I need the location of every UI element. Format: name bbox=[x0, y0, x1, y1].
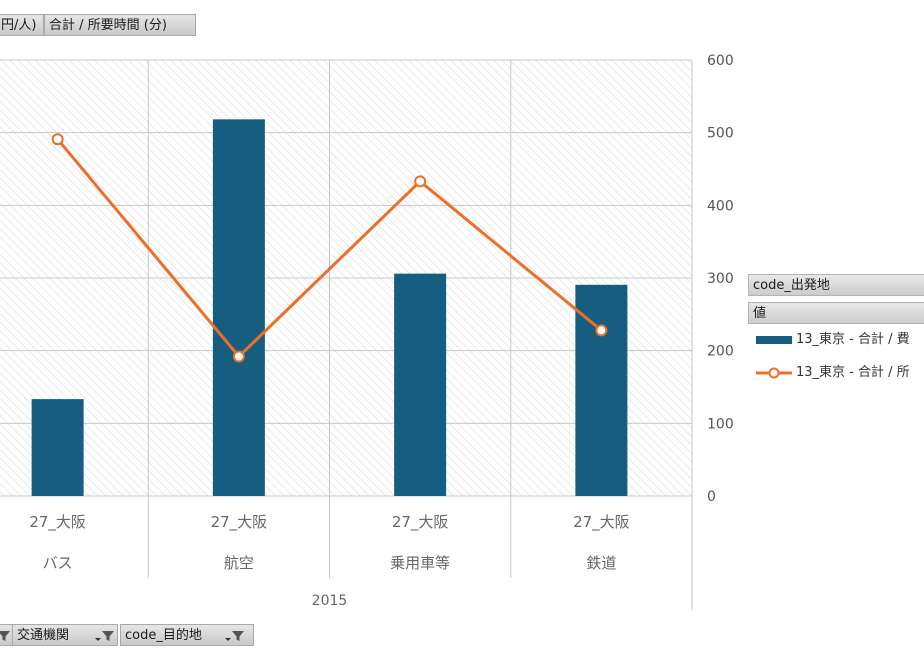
dropdown-filter-icon[interactable] bbox=[95, 629, 115, 643]
destination-field-label: code_目的地 bbox=[125, 628, 202, 643]
axis-tick-label: 100 bbox=[707, 416, 734, 432]
axis-tick-label: 0 bbox=[707, 489, 716, 505]
category-destination-label: 27_大阪 bbox=[29, 513, 86, 532]
category-transport-label: 航空 bbox=[224, 554, 254, 572]
category-destination-label: 27_大阪 bbox=[392, 513, 449, 532]
filter-icon[interactable] bbox=[0, 629, 11, 643]
legend-item-line-series: 13_東京 - 合計 / 所 bbox=[756, 364, 924, 382]
line-point bbox=[51, 133, 64, 146]
bar bbox=[575, 284, 628, 496]
line-series bbox=[51, 133, 608, 363]
transport-field-label: 交通機関 bbox=[17, 628, 70, 643]
category-transport-label: バス bbox=[43, 554, 73, 572]
category-destination-label: 27_大阪 bbox=[573, 513, 630, 532]
cost-field-label: 円/人) bbox=[1, 18, 37, 33]
travel-time-field-button[interactable]: 合計 / 所要時間 (分) bbox=[44, 14, 196, 36]
axis-tick-label: 600 bbox=[707, 53, 734, 69]
bar bbox=[212, 119, 265, 496]
legend-line-swatch bbox=[756, 367, 792, 379]
line-point bbox=[414, 175, 427, 188]
origin-field-label: code_出発地 bbox=[753, 278, 830, 293]
dropdown-filter-icon[interactable] bbox=[225, 629, 245, 643]
axis-tick-label: 300 bbox=[707, 271, 734, 287]
travel-time-field-label: 合計 / 所要時間 (分) bbox=[49, 18, 167, 33]
axis-tick-label: 400 bbox=[707, 198, 734, 214]
legend-bar-label: 13_東京 - 合計 / 費 bbox=[796, 332, 910, 347]
category-year-label: 2015 bbox=[312, 593, 348, 609]
legend-item-bar-series: 13_東京 - 合計 / 費 bbox=[756, 331, 924, 349]
right-axis: 0 100 200 300 400 500 600 bbox=[707, 53, 734, 505]
series-line bbox=[56, 138, 603, 358]
bar bbox=[31, 399, 84, 496]
line-point bbox=[232, 350, 245, 363]
category-transport-label: 乗用車等 bbox=[390, 554, 450, 572]
values-field-button[interactable]: 値 bbox=[748, 302, 924, 324]
destination-field-button[interactable]: code_目的地 bbox=[120, 624, 254, 646]
origin-field-button[interactable]: code_出発地 bbox=[748, 274, 924, 296]
prev-axis-field-button[interactable] bbox=[0, 624, 14, 646]
legend-bar-swatch bbox=[756, 336, 792, 344]
bar bbox=[394, 273, 447, 496]
axis-tick-label: 500 bbox=[707, 126, 734, 142]
values-field-label: 値 bbox=[753, 306, 767, 321]
category-transport-label: 鉄道 bbox=[586, 554, 616, 572]
line-point bbox=[595, 324, 608, 337]
bar-series bbox=[31, 119, 628, 496]
transport-field-button[interactable]: 交通機関 bbox=[12, 624, 118, 646]
cost-field-button[interactable]: 円/人) bbox=[0, 14, 44, 36]
legend-line-label: 13_東京 - 合計 / 所 bbox=[796, 365, 910, 380]
category-destination-label: 27_大阪 bbox=[211, 513, 268, 532]
axis-tick-label: 200 bbox=[707, 344, 734, 360]
